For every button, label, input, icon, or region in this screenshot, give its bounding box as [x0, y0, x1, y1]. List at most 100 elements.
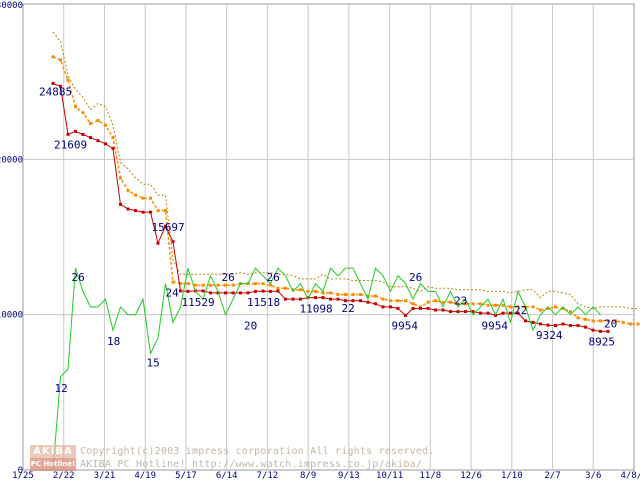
series-low-point	[516, 311, 520, 315]
series-mid-point	[89, 122, 92, 126]
x-tick-label: 2/22	[53, 471, 75, 480]
x-tick-label: 5/17	[175, 471, 197, 480]
data-label: 9324	[536, 329, 563, 342]
series-low-point	[591, 328, 595, 332]
series-mid-point	[66, 78, 70, 82]
x-tick-label: 4/19	[134, 471, 156, 480]
series-low-point	[546, 323, 550, 327]
data-label: 18	[107, 335, 120, 348]
series-low-point	[321, 296, 325, 300]
series-low-point	[599, 329, 602, 333]
series-low-point	[306, 296, 310, 300]
x-tick-label: 3/21	[94, 471, 116, 480]
series-low-point	[584, 325, 587, 329]
series-low-point	[291, 297, 295, 301]
series-low-point	[389, 305, 392, 309]
series-mid-point	[306, 289, 310, 293]
series-mid-point	[434, 299, 437, 303]
series-low-point	[149, 210, 152, 214]
series-low-point	[434, 308, 437, 312]
series-low-point	[164, 224, 167, 228]
data-label: 21609	[54, 138, 87, 151]
series-mid-point	[119, 176, 122, 180]
chart-grid	[22, 3, 635, 471]
data-label: 26	[267, 271, 280, 284]
series-mid-point	[576, 316, 580, 320]
series-low-point	[104, 142, 107, 146]
x-tick-label: 12/6	[460, 471, 482, 480]
series-mid-point	[636, 322, 640, 326]
series-count-line	[52, 267, 601, 471]
series-low-point	[81, 132, 85, 136]
series-mid-point	[456, 302, 460, 306]
series-low-point	[261, 289, 265, 293]
series-low-point	[336, 297, 340, 301]
site-url-text: AKIBA PC Hotline! http://www.watch.impre…	[80, 459, 423, 470]
series-mid-point	[449, 300, 452, 304]
series-mid-point	[96, 119, 100, 122]
y-tick-label: 30000	[0, 1, 23, 11]
series-low-point	[134, 209, 137, 213]
series-mid-point	[51, 55, 55, 59]
series-low-point	[464, 310, 467, 314]
series-mid-point	[111, 136, 115, 140]
data-label: 8925	[589, 335, 616, 348]
series-mid-point	[509, 305, 512, 309]
series-low-point	[501, 311, 505, 315]
y-tick-label: 20000	[0, 155, 23, 165]
data-label: 26	[222, 271, 235, 284]
series-mid-point	[299, 288, 302, 292]
data-label: 24885	[39, 85, 72, 98]
x-tick-label: 8/9	[300, 471, 316, 480]
series-low-point	[381, 305, 385, 309]
data-label: 24	[166, 287, 180, 300]
series-mid-point	[231, 283, 235, 287]
series-mid-point	[606, 319, 610, 323]
series-mid-point	[284, 286, 287, 290]
series-mid-point	[336, 292, 340, 296]
series-low-point	[314, 296, 317, 300]
series-low-point	[419, 306, 422, 310]
series-mid-point	[561, 306, 565, 310]
series-low-point	[554, 324, 557, 328]
series-mid-point	[201, 283, 205, 287]
series-mid-point	[471, 302, 475, 306]
series-mid-point	[389, 299, 392, 303]
series-mid-point	[486, 303, 490, 307]
series-low-point	[456, 310, 460, 314]
x-tick-label: 3/6	[585, 471, 601, 480]
series-low-point	[299, 297, 302, 301]
data-label: 9954	[482, 319, 509, 332]
series-low-point	[74, 129, 77, 133]
series-mid-point	[224, 283, 227, 287]
series-low-point	[179, 289, 182, 293]
series-low-point	[209, 291, 212, 295]
series-low-point	[111, 146, 115, 150]
series-high-line	[52, 31, 638, 310]
series-mid-point	[81, 111, 85, 115]
series-mid-point	[411, 302, 415, 306]
series-mid-point	[164, 209, 167, 213]
series-mid-point	[546, 306, 550, 310]
series-low-point	[486, 311, 490, 315]
series-mid-point	[344, 292, 347, 296]
data-label: 11098	[300, 303, 333, 316]
series-mid-point	[479, 302, 482, 306]
series-mid-point	[569, 310, 572, 314]
x-tick-label: 9/13	[338, 471, 360, 480]
series-low-point	[561, 322, 565, 326]
data-label: 26	[72, 271, 85, 284]
series-low-point	[531, 320, 535, 324]
series-low-point	[231, 291, 235, 295]
series-mid-point	[494, 303, 497, 307]
series-mid-point	[156, 209, 160, 213]
x-tick-label: 2/7	[544, 471, 560, 480]
series-low-point	[51, 81, 55, 85]
series-low-point	[344, 299, 347, 303]
logo-top-text: AKIBA	[30, 445, 76, 458]
series-low-point	[96, 139, 100, 143]
series-low-point	[426, 306, 430, 310]
x-tick-label: 1/10	[501, 471, 523, 480]
series-low-point	[156, 241, 160, 245]
y-tick-label: 0	[18, 466, 23, 476]
